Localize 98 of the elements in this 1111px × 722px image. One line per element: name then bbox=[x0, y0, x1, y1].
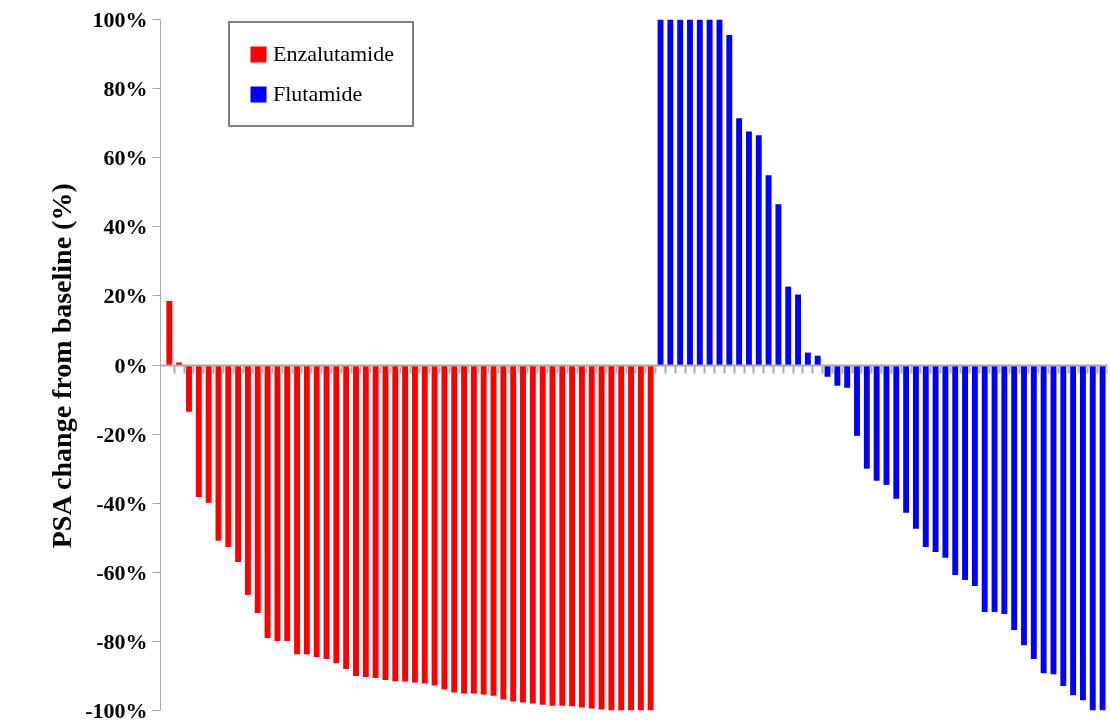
bar bbox=[755, 135, 762, 365]
bar bbox=[353, 365, 359, 676]
bar bbox=[244, 365, 251, 596]
bar bbox=[392, 365, 399, 682]
bar bbox=[254, 365, 261, 614]
bar bbox=[706, 19, 713, 365]
bar bbox=[500, 365, 507, 700]
bar bbox=[461, 365, 467, 694]
bar bbox=[765, 175, 772, 365]
bar bbox=[667, 19, 674, 365]
y-tick-label: -60% bbox=[96, 559, 148, 585]
bar bbox=[451, 365, 458, 693]
bar bbox=[814, 355, 821, 365]
bar bbox=[588, 365, 595, 709]
bar bbox=[1001, 365, 1008, 615]
bar bbox=[736, 118, 743, 365]
bar bbox=[962, 365, 968, 580]
bar bbox=[186, 365, 192, 412]
bar bbox=[873, 365, 880, 481]
bar bbox=[1011, 365, 1018, 630]
y-tick-label: -20% bbox=[96, 421, 148, 447]
bar bbox=[952, 365, 959, 576]
bar bbox=[726, 35, 733, 365]
bar bbox=[687, 19, 693, 365]
bar bbox=[1040, 365, 1047, 674]
y-axis-title: PSA change from baseline (%) bbox=[46, 183, 78, 549]
bar bbox=[520, 365, 526, 703]
bar bbox=[932, 365, 939, 552]
y-tick-label: 60% bbox=[103, 145, 148, 171]
bar bbox=[981, 365, 988, 613]
bar bbox=[372, 365, 379, 679]
bar bbox=[912, 365, 919, 529]
bar bbox=[922, 365, 929, 548]
bar bbox=[333, 365, 340, 664]
bar bbox=[1089, 365, 1096, 711]
bar bbox=[195, 365, 202, 497]
bar bbox=[294, 365, 300, 655]
bar bbox=[431, 365, 438, 686]
bar bbox=[569, 365, 576, 707]
bar bbox=[844, 365, 851, 388]
bar bbox=[745, 131, 752, 365]
y-tick-label: 80% bbox=[103, 76, 148, 102]
bar bbox=[608, 365, 615, 711]
bar bbox=[971, 365, 978, 587]
bar bbox=[834, 365, 841, 386]
bar bbox=[235, 365, 242, 562]
y-tick-label: -40% bbox=[96, 490, 148, 516]
bar bbox=[795, 294, 801, 365]
bar bbox=[1099, 365, 1106, 711]
bar bbox=[313, 365, 320, 657]
bar bbox=[647, 365, 654, 711]
bar bbox=[1060, 365, 1067, 686]
bar bbox=[529, 365, 536, 704]
bar bbox=[411, 365, 418, 683]
y-tick-label: 100% bbox=[92, 7, 148, 32]
bar bbox=[578, 365, 585, 708]
bar bbox=[628, 365, 634, 711]
bar bbox=[264, 365, 271, 638]
bar bbox=[166, 301, 173, 365]
y-tick-label: -100% bbox=[85, 697, 148, 722]
bar bbox=[205, 365, 212, 503]
bar bbox=[618, 365, 625, 711]
bar bbox=[343, 365, 350, 670]
bar bbox=[1030, 365, 1037, 660]
y-tick-label: -80% bbox=[96, 628, 148, 654]
bar bbox=[510, 365, 517, 702]
bar bbox=[775, 204, 782, 365]
bar bbox=[362, 365, 369, 677]
bar bbox=[893, 365, 900, 499]
bar bbox=[677, 19, 684, 365]
y-tick-label: 0% bbox=[114, 352, 148, 378]
bar bbox=[1021, 365, 1027, 646]
legend-label: Flutamide bbox=[273, 81, 363, 107]
bar bbox=[539, 365, 546, 705]
bar bbox=[303, 365, 310, 655]
bar bbox=[804, 352, 811, 365]
bar bbox=[402, 365, 409, 682]
bar bbox=[480, 365, 487, 695]
bar bbox=[441, 365, 448, 690]
bar bbox=[696, 19, 703, 365]
bar bbox=[637, 365, 644, 711]
bar bbox=[284, 365, 291, 642]
bar bbox=[559, 365, 566, 706]
legend-label: Enzalutamide bbox=[273, 41, 394, 67]
bar bbox=[854, 365, 860, 436]
bar bbox=[274, 365, 281, 642]
bar bbox=[863, 365, 870, 469]
bar bbox=[942, 365, 949, 558]
bar bbox=[903, 365, 910, 513]
bar bbox=[1079, 365, 1086, 701]
bar bbox=[1070, 365, 1077, 696]
bar bbox=[421, 365, 428, 684]
bar bbox=[785, 286, 792, 365]
bar bbox=[225, 365, 232, 548]
y-tick-label: 40% bbox=[103, 214, 148, 240]
y-tick-label: 20% bbox=[103, 283, 148, 309]
bar bbox=[470, 365, 477, 694]
bar bbox=[598, 365, 605, 710]
